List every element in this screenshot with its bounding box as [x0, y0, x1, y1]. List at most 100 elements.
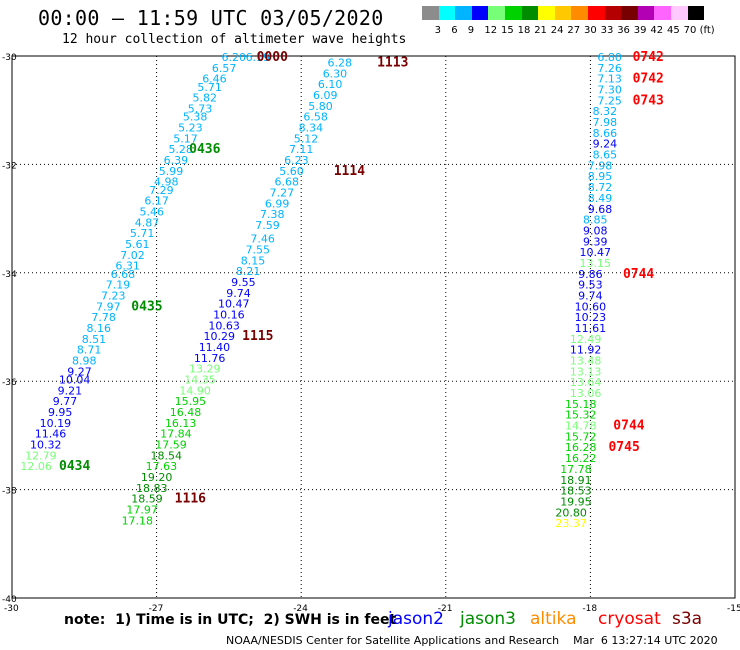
swh-value-label: 12.49: [570, 333, 602, 346]
swh-value-label: 5.38: [183, 111, 208, 124]
swh-value-label: 6.20: [221, 51, 246, 64]
swh-value-label: 18.91: [560, 474, 592, 487]
swh-value-label: 7.25: [597, 94, 622, 107]
swh-value-label: 9.53: [578, 279, 603, 292]
lon-tick-label: -24: [293, 604, 308, 614]
lat-tick-label: -30: [2, 53, 17, 63]
scale-swatch: [422, 6, 439, 20]
scale-swatch: [521, 6, 539, 20]
scale-label: 30: [584, 25, 597, 36]
swh-value-label: 6.99: [265, 197, 290, 210]
swh-value-label: 7.98: [588, 159, 613, 172]
swh-value-label: 4.87: [135, 216, 160, 229]
swh-value-label: 8.51: [82, 333, 107, 346]
swh-value-label: 18.83: [136, 482, 168, 495]
scale-label: 39: [633, 25, 647, 36]
swh-value-label: 7.98: [593, 116, 618, 129]
swh-value-label: 9.08: [583, 224, 608, 237]
swh-value-label: 5.73: [188, 102, 213, 115]
lon-tick-label: -21: [438, 604, 453, 614]
swh-value-label: 8.49: [588, 192, 613, 205]
swh-value-label: 7.26: [597, 62, 622, 75]
swh-value-label: 7.97: [96, 300, 121, 313]
swh-value-label: 5.82: [193, 92, 218, 105]
pass-time-label: 0744: [613, 419, 644, 434]
scale-label: 33: [600, 25, 614, 36]
swh-value-label: 9.27: [67, 365, 92, 378]
swh-value-label: 13.29: [189, 363, 221, 376]
lat-tick-label: -32: [2, 161, 17, 171]
scale-unit-label: (ft): [699, 25, 715, 36]
swh-value-label: 12.06: [20, 460, 52, 473]
swh-value-label: 6.31: [115, 260, 140, 273]
scale-label: 21: [534, 25, 547, 36]
scale-label: 45: [667, 25, 680, 36]
scale-label: 18: [517, 25, 531, 36]
swh-value-label: 13.13: [570, 365, 602, 378]
swh-value-label: 6.23: [284, 154, 309, 167]
swh-value-label: 15.18: [565, 398, 597, 411]
swh-value-label: 6.28: [328, 56, 353, 69]
pass-time-label: 1113: [377, 55, 408, 70]
swh-value-label: 9.77: [53, 395, 78, 408]
swh-value-label: 13.15: [579, 257, 611, 270]
swh-value-label: 7.78: [91, 311, 116, 324]
swh-value-label: 10.16: [213, 308, 245, 321]
swh-value-label: 7.19: [106, 279, 131, 292]
swh-value-label: 7.55: [246, 243, 271, 256]
swh-value-label: 8.32: [593, 105, 618, 118]
swh-value-label: 10.23: [575, 311, 607, 324]
lat-tick-label: -38: [2, 487, 17, 497]
scale-swatch: [654, 6, 671, 20]
scale-swatch: [588, 6, 605, 20]
scale-swatch: [438, 6, 456, 20]
swh-value-label: 7.02: [120, 249, 145, 262]
swh-value-label: 17.63: [146, 460, 178, 473]
swh-value-label: 10.47: [579, 246, 611, 259]
swh-value-label: 6.80: [597, 51, 622, 64]
swh-value-label: 8.66: [593, 127, 618, 140]
swh-value-label: 19.95: [560, 495, 592, 508]
swh-value-label: 17.59: [155, 439, 187, 452]
swh-value-label: 13.64: [570, 376, 602, 389]
pass-time-label: 1114: [334, 164, 365, 179]
swh-value-label: 8.98: [72, 355, 97, 368]
swh-value-label: 7.46: [250, 233, 275, 246]
pass-time-label: 0435: [131, 299, 162, 314]
swh-value-label: 7.59: [255, 219, 280, 232]
swh-value-label: 5.23: [178, 121, 203, 134]
swh-value-label: 9.55: [231, 276, 256, 289]
scale-swatch: [505, 6, 522, 20]
swh-value-label: 9.74: [226, 287, 251, 300]
swh-value-label: 8.95: [588, 170, 613, 183]
swh-value-label: 15.32: [565, 409, 597, 422]
swh-value-label: 6.39: [164, 154, 189, 167]
lon-tick-label: -15: [727, 604, 740, 614]
swh-value-label: 10.60: [575, 300, 607, 313]
lat-tick-label: -36: [2, 378, 17, 388]
swh-value-label: 18.53: [560, 485, 592, 498]
scale-swatch: [604, 6, 622, 20]
swh-value-label: 7.30: [597, 84, 622, 97]
swh-value-label: 6.68: [111, 268, 136, 281]
swh-value-label: 10.47: [218, 298, 250, 311]
swh-value-label: 6.19: [246, 51, 271, 64]
swh-value-label: 9.39: [583, 235, 608, 248]
swh-value-label: 10.19: [40, 417, 72, 430]
swh-value-label: 5.12: [294, 132, 319, 145]
swh-value-label: 13.48: [570, 355, 602, 368]
swh-value-label: 12.79: [25, 449, 57, 462]
swh-value-label: 18.54: [150, 449, 182, 462]
swh-value-label: 16.22: [565, 452, 597, 465]
satellite-legend-jason2: jason2: [388, 609, 444, 629]
swh-value-label: 5.17: [173, 132, 198, 145]
scale-swatch: [687, 6, 705, 20]
swh-value-label: 17.84: [160, 428, 192, 441]
satellite-legend-jason3: jason3: [460, 609, 516, 629]
swh-value-label: 9.74: [578, 289, 603, 302]
swh-value-label: 15.95: [175, 395, 207, 408]
page-subtitle: 12 hour collection of altimeter wave hei…: [62, 32, 407, 47]
swh-value-label: 11.40: [199, 341, 231, 354]
scale-label: 24: [550, 25, 564, 36]
swh-value-label: 5.46: [140, 205, 165, 218]
